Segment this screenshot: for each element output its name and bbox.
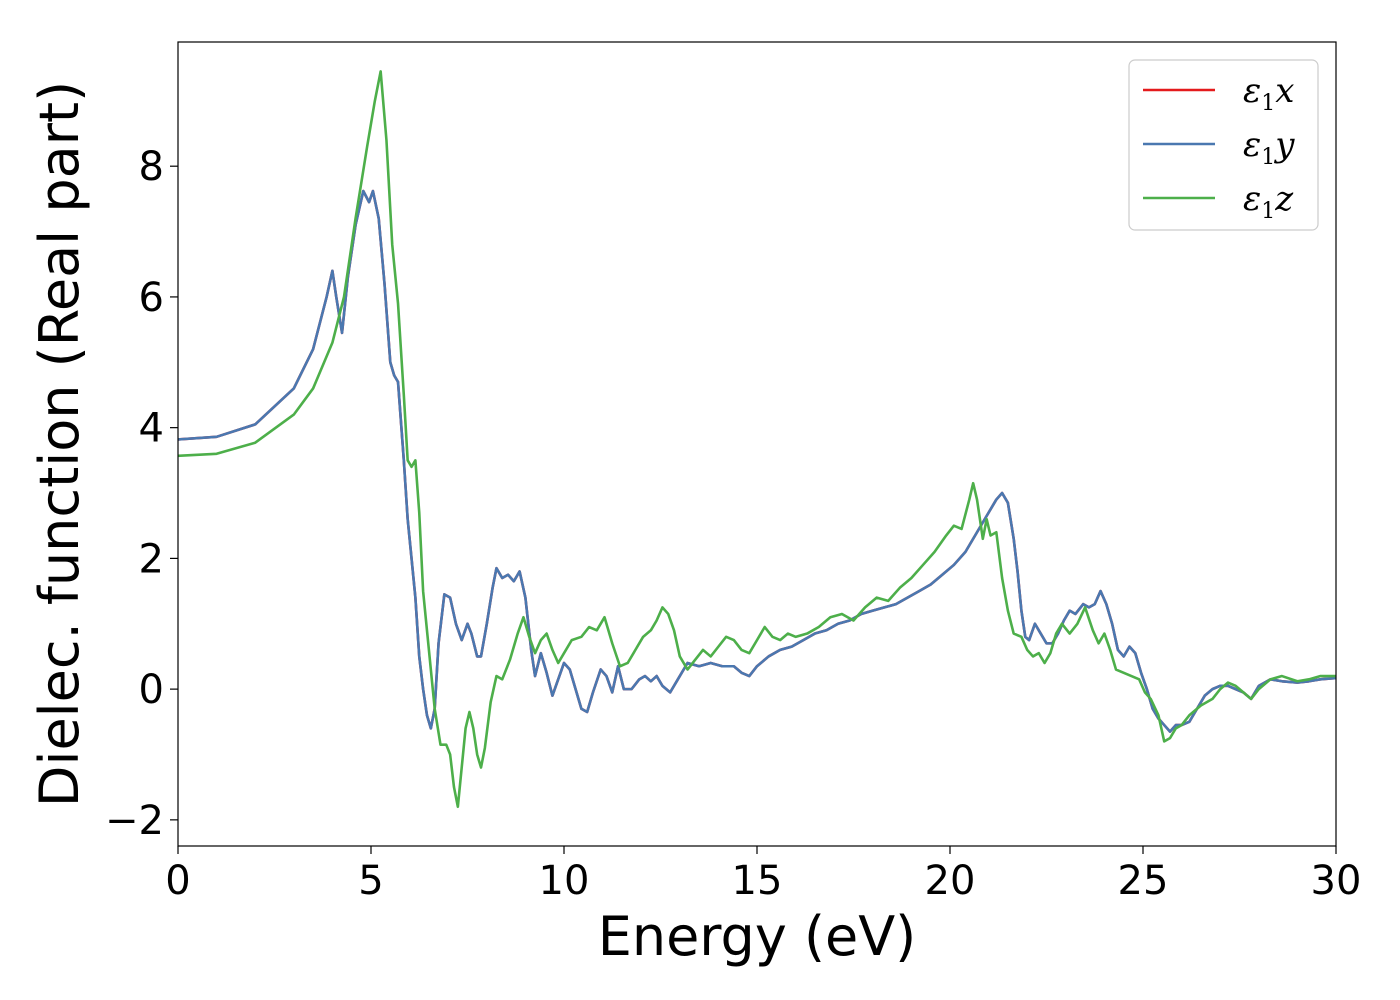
legend-box xyxy=(1128,59,1319,231)
x-tick-label: 30 xyxy=(1311,858,1362,904)
legend-label-y: ε1y xyxy=(1243,125,1295,170)
x-tick-label: 25 xyxy=(1118,858,1169,904)
y-tick-label: 8 xyxy=(139,144,164,190)
x-tick-label: 5 xyxy=(358,858,383,904)
y-tick-label: 0 xyxy=(139,667,164,713)
series-line-x xyxy=(178,189,1336,733)
legend: ε1x ε1y ε1z xyxy=(1128,59,1319,231)
x-tick-label: 10 xyxy=(539,858,590,904)
y-tick-label: 2 xyxy=(139,536,164,582)
y-tick-label: 6 xyxy=(139,275,164,321)
y-tick-label: −2 xyxy=(105,798,164,844)
legend-label-z: ε1z xyxy=(1243,179,1294,224)
x-tick-label: 0 xyxy=(165,858,190,904)
x-axis-label: Energy (eV) xyxy=(598,905,917,968)
series-line-z xyxy=(178,70,1336,809)
x-tick-label: 20 xyxy=(925,858,976,904)
series-line-y xyxy=(178,189,1336,733)
x-tick-label: 15 xyxy=(732,858,783,904)
legend-label-x: ε1x xyxy=(1243,71,1294,116)
y-tick-label: 4 xyxy=(139,406,164,452)
y-axis-label: Dielec. function (Real part) xyxy=(28,81,91,807)
series-layer xyxy=(178,70,1336,809)
